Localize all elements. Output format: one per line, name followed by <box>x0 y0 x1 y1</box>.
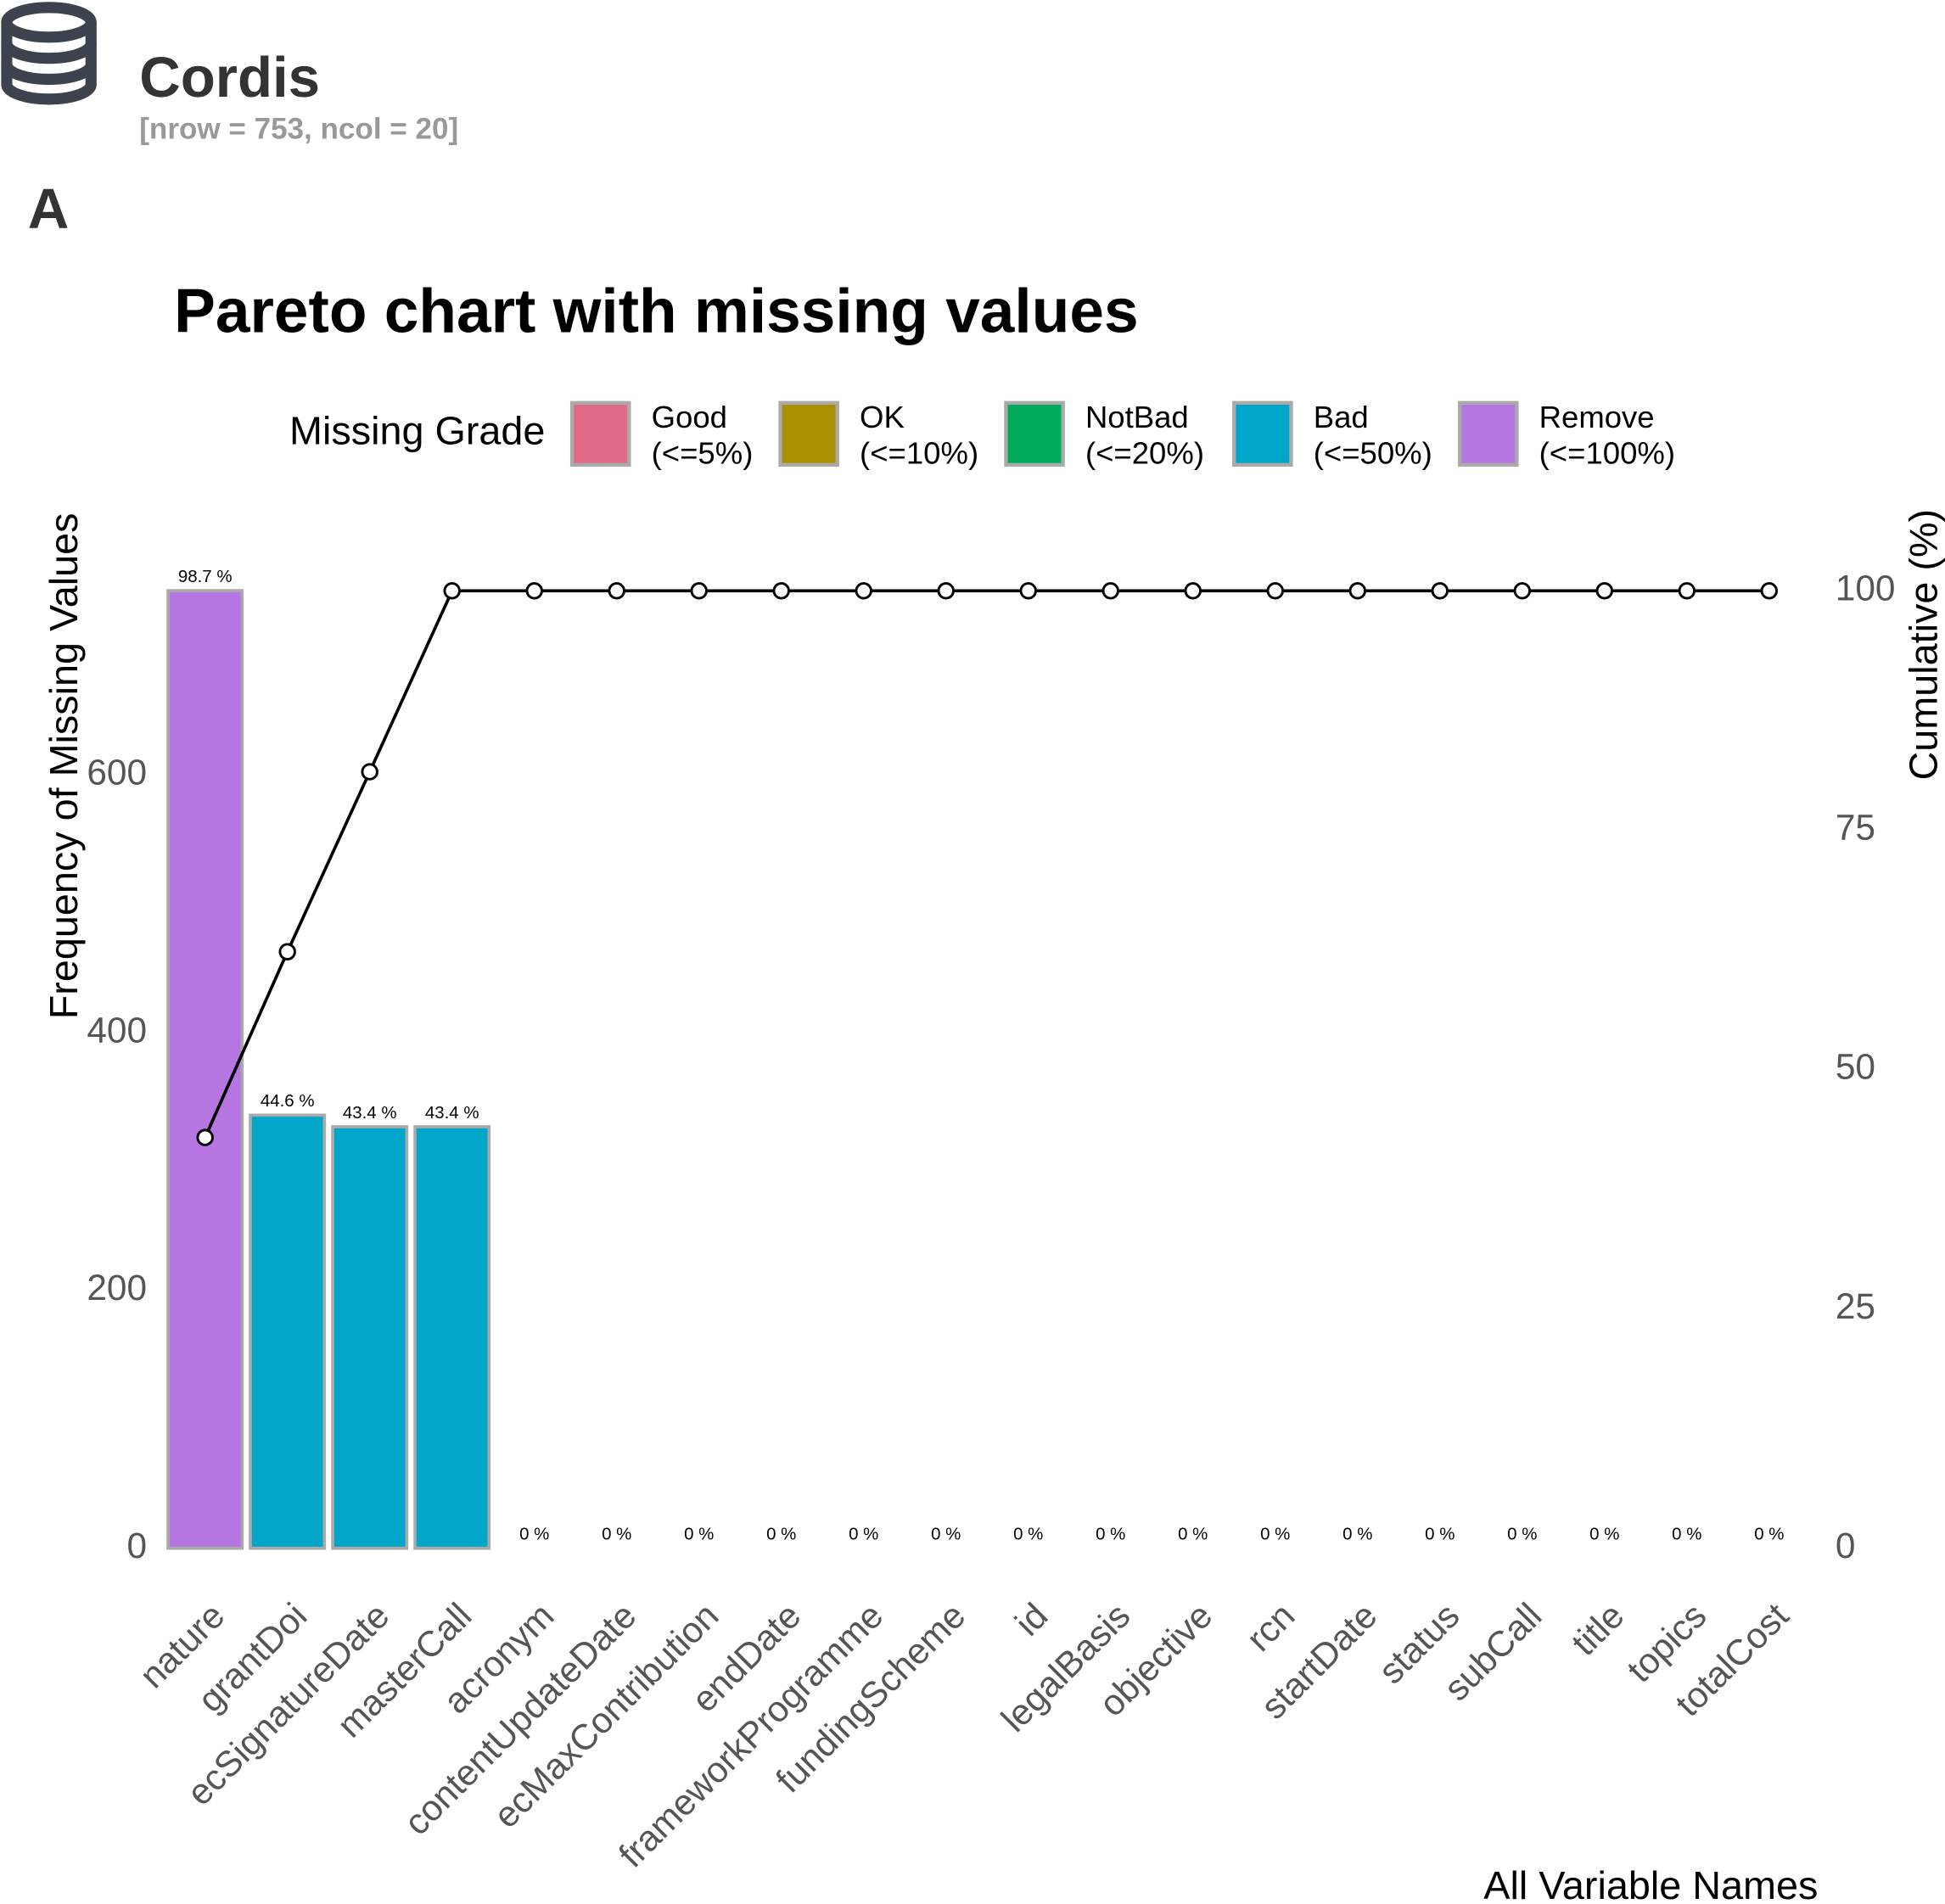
bar-value-label: 0 % <box>931 1524 961 1543</box>
bar-value-label: 0 % <box>1672 1524 1701 1543</box>
bar-value-label: 98.7 % <box>178 567 233 586</box>
legend-label: Good <box>652 400 727 434</box>
legend-label: Bad <box>1314 400 1369 434</box>
y2-tick-label: 75 <box>1836 808 1875 848</box>
y-axis-title: Frequency of Missing Values <box>42 512 86 1019</box>
bar-value-label: 0 % <box>1589 1524 1619 1543</box>
bar-value-label: 44.6 % <box>261 1091 315 1111</box>
legend-range: (<=50%) <box>1314 435 1432 470</box>
legend-range: (<=10%) <box>860 435 978 470</box>
legend-swatch <box>1232 400 1293 468</box>
bar-value-label: 0 % <box>1013 1524 1043 1543</box>
bar <box>249 1113 327 1550</box>
bar-value-label: 0 % <box>1507 1524 1537 1543</box>
bar-value-label: 0 % <box>684 1524 714 1543</box>
y2-tick-label: 0 <box>1836 1526 1856 1565</box>
cumulative-point <box>772 582 790 600</box>
bar <box>331 1125 409 1550</box>
y2-tick-label: 100 <box>1836 568 1896 608</box>
cumulative-point <box>1513 582 1532 600</box>
legend-range: (<=20%) <box>1085 435 1204 470</box>
legend-range: (<=5%) <box>652 435 754 470</box>
legend-title: Missing Grade <box>289 409 545 453</box>
bar-value-label: 43.4 % <box>425 1103 479 1123</box>
bar-value-label: 0 % <box>1754 1524 1784 1543</box>
bar-value-label: 0 % <box>1096 1524 1125 1543</box>
bar-value-label: 0 % <box>602 1524 631 1543</box>
legend-swatch <box>1457 400 1519 468</box>
cumulative-line <box>204 589 1769 1139</box>
legend-swatch <box>1004 400 1065 468</box>
x-tick-label: rcn <box>1239 1595 1303 1659</box>
bar-value-label: 0 % <box>766 1524 796 1543</box>
legend-label: Remove <box>1539 400 1655 434</box>
cumulative-point <box>690 582 708 600</box>
x-tick-label: id <box>1007 1595 1056 1644</box>
cumulative-point <box>361 763 378 781</box>
y2-tick-label: 25 <box>1836 1286 1875 1326</box>
y-tick-label: 0 <box>126 1526 147 1565</box>
legend-swatch <box>778 400 839 468</box>
panel-label: A <box>28 177 70 241</box>
cumulative-point <box>278 943 296 960</box>
cumulative-point <box>1019 582 1037 600</box>
cumulative-point <box>1348 582 1366 600</box>
cumulative-point <box>1266 582 1284 600</box>
cumulative-point <box>1678 582 1696 600</box>
legend-range: (<=100%) <box>1539 435 1675 470</box>
cumulative-point <box>525 582 543 600</box>
bar-value-label: 0 % <box>849 1524 878 1543</box>
bar-value-label: 0 % <box>1178 1524 1208 1543</box>
x-axis-title: All Variable Names <box>1483 1863 1818 1904</box>
cumulative-point <box>855 582 872 600</box>
y-tick-label: 200 <box>87 1268 147 1308</box>
header-title: Cordis <box>139 46 320 109</box>
bar-value-label: 0 % <box>1425 1524 1455 1543</box>
y2-axis-title: Cumulative (%) <box>1902 509 1945 781</box>
legend-label: OK <box>860 400 905 434</box>
bar-value-label: 43.4 % <box>343 1103 397 1123</box>
y2-tick-label: 50 <box>1836 1047 1875 1087</box>
cumulative-point <box>196 1128 214 1146</box>
legend-label: NotBad <box>1085 400 1189 434</box>
cumulative-point <box>608 582 625 600</box>
x-tick-label: title <box>1564 1595 1632 1663</box>
cumulative-point <box>443 582 461 600</box>
cumulative-point <box>1595 582 1614 600</box>
cumulative-point <box>937 582 955 600</box>
cumulative-point <box>1184 582 1202 600</box>
bar-value-label: 0 % <box>1342 1524 1372 1543</box>
chart-title: Pareto chart with missing values <box>174 277 1138 346</box>
cumulative-point <box>1760 582 1779 600</box>
bar-value-label: 0 % <box>1260 1524 1290 1543</box>
cumulative-point <box>1431 582 1449 600</box>
legend-swatch <box>569 400 631 468</box>
bar-value-label: 0 % <box>519 1524 549 1543</box>
database-icon <box>1 2 97 105</box>
y-tick-label: 600 <box>87 752 147 792</box>
header-subtitle: [nrow = 753, ncol = 20] <box>139 113 458 146</box>
cumulative-point <box>1101 582 1119 600</box>
y-tick-label: 400 <box>87 1010 147 1050</box>
bar <box>166 589 244 1550</box>
bar <box>413 1125 491 1550</box>
